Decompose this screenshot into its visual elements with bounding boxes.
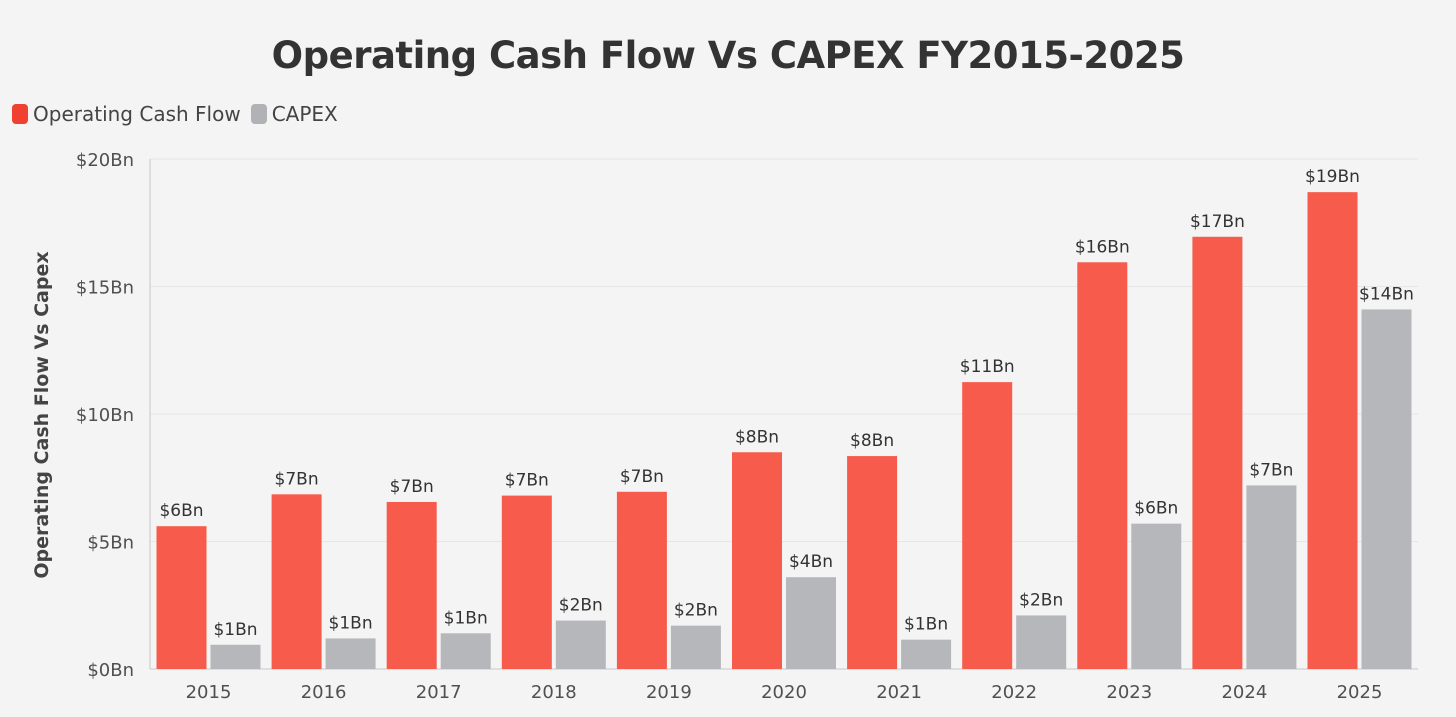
data-label: $1Bn — [444, 608, 488, 628]
data-label: $2Bn — [674, 601, 718, 621]
bar-capex[interactable] — [440, 633, 491, 669]
data-label: $7Bn — [1249, 460, 1293, 480]
data-label: $6Bn — [159, 501, 203, 521]
x-tick-label: 2023 — [1106, 682, 1152, 703]
y-tick-label: $5Bn — [87, 533, 134, 554]
bar-capex[interactable] — [210, 644, 261, 669]
x-tick-label: 2018 — [531, 682, 577, 703]
bar-operating-cash-flow[interactable] — [1307, 192, 1358, 669]
bar-operating-cash-flow[interactable] — [501, 495, 552, 669]
data-label: $4Bn — [789, 552, 833, 572]
x-tick-label: 2017 — [416, 682, 462, 703]
y-tick-label: $10Bn — [76, 405, 134, 426]
bar-operating-cash-flow[interactable] — [271, 494, 322, 669]
data-label: $2Bn — [559, 596, 603, 616]
bar-operating-cash-flow[interactable] — [847, 456, 898, 669]
bar-capex[interactable] — [555, 620, 606, 669]
bar-operating-cash-flow[interactable] — [616, 491, 667, 669]
x-tick-label: 2016 — [301, 682, 347, 703]
data-label: $8Bn — [735, 427, 779, 447]
data-label: $1Bn — [329, 613, 373, 633]
x-tick-label: 2021 — [876, 682, 922, 703]
legend-label-operating-cash-flow: Operating Cash Flow — [33, 102, 241, 126]
data-label: $11Bn — [960, 357, 1015, 377]
x-tick-label: 2025 — [1337, 682, 1383, 703]
bar-capex[interactable] — [670, 625, 721, 669]
data-label: $7Bn — [275, 469, 319, 489]
bar-operating-cash-flow[interactable] — [156, 526, 207, 669]
legend-item-capex[interactable]: CAPEX — [250, 102, 338, 126]
bar-capex[interactable] — [325, 638, 376, 669]
data-label: $19Bn — [1305, 167, 1360, 187]
y-tick-label: $0Bn — [87, 660, 134, 681]
data-label: $7Bn — [620, 467, 664, 487]
bar-capex[interactable] — [1361, 309, 1412, 669]
x-tick-label: 2015 — [186, 682, 232, 703]
data-label: $7Bn — [505, 471, 549, 491]
bar-operating-cash-flow[interactable] — [1077, 262, 1128, 669]
legend-swatch-capex — [250, 104, 267, 124]
bar-capex[interactable] — [1016, 615, 1067, 669]
data-label: $2Bn — [1019, 590, 1063, 610]
chart-title: Operating Cash Flow Vs CAPEX FY2015-2025 — [271, 34, 1185, 77]
bar-capex[interactable] — [901, 639, 952, 669]
data-label: $16Bn — [1075, 237, 1130, 257]
data-label: $1Bn — [213, 620, 257, 640]
bar-operating-cash-flow[interactable] — [386, 501, 437, 669]
data-label: $17Bn — [1190, 212, 1245, 232]
bar-capex[interactable] — [1131, 523, 1182, 669]
bar-operating-cash-flow[interactable] — [732, 452, 782, 669]
y-tick-label: $15Bn — [76, 278, 134, 299]
data-label: $7Bn — [390, 477, 434, 497]
data-label: $14Bn — [1359, 284, 1414, 304]
data-label: $6Bn — [1134, 499, 1178, 519]
bar-operating-cash-flow[interactable] — [1192, 236, 1243, 669]
y-tick-label: $20Bn — [76, 150, 134, 171]
legend-item-operating-cash-flow[interactable]: Operating Cash Flow — [12, 102, 241, 126]
x-tick-label: 2024 — [1221, 682, 1267, 703]
y-axis-label: Operating Cash Flow Vs Capex — [31, 251, 53, 578]
x-tick-label: 2020 — [761, 682, 807, 703]
x-tick-label: 2022 — [991, 682, 1037, 703]
x-tick-label: 2019 — [646, 682, 692, 703]
bar-operating-cash-flow[interactable] — [962, 382, 1013, 669]
data-label: $8Bn — [850, 431, 894, 451]
legend-swatch-operating-cash-flow — [12, 104, 28, 124]
data-label: $1Bn — [904, 615, 948, 635]
legend: Operating Cash Flow CAPEX — [12, 102, 348, 126]
legend-label-capex: CAPEX — [271, 102, 338, 126]
bar-capex[interactable] — [1246, 485, 1297, 669]
bar-capex[interactable] — [786, 577, 836, 669]
